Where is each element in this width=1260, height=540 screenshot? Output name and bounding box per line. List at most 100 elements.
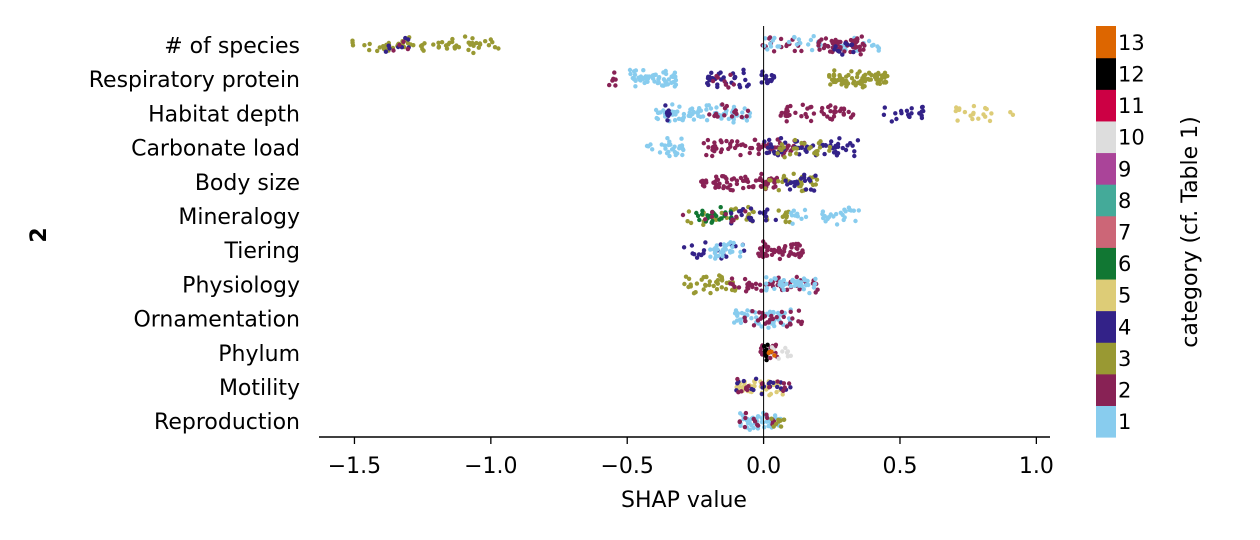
data-point [823,36,829,41]
data-point [704,118,710,123]
data-point [788,284,794,289]
data-point [840,52,845,57]
data-point [764,412,769,417]
data-point [723,212,728,217]
data-point [741,67,746,73]
data-point [753,281,759,286]
data-point [663,146,668,151]
data-point [745,108,751,114]
data-point [849,76,855,81]
data-point [661,108,666,113]
data-point [737,254,743,259]
data-point [691,117,697,122]
data-point [452,44,457,50]
data-point [820,105,825,111]
data-point [496,46,501,51]
data-point [696,113,701,119]
data-point [827,74,832,79]
data-point [787,152,793,157]
data-point [679,143,685,148]
data-point [706,103,712,108]
data-point [803,214,809,220]
data-point [738,249,743,255]
data-point [838,210,843,215]
data-point [486,43,492,48]
data-point [693,290,698,295]
data-point [807,290,812,296]
data-point [672,144,677,149]
data-point [391,48,396,53]
data-point [875,73,880,78]
data-point [784,119,789,124]
data-point [828,109,833,114]
colorbar-segment [1096,342,1116,375]
data-point [811,111,817,116]
data-point [732,320,737,325]
colorbar-tick-label: 5 [1118,284,1131,308]
colorbar-segment [1096,26,1116,59]
data-point [798,281,803,286]
data-point [650,147,655,152]
panel-label: 2 [27,227,52,242]
x-tick-label: −1.5 [328,454,381,479]
data-point [751,209,756,215]
data-point [845,81,851,86]
data-point [739,310,745,316]
colorbar-segment [1096,310,1116,343]
x-tick-label: −0.5 [601,454,654,479]
data-point [831,114,837,119]
data-point [803,187,809,192]
data-point [700,114,706,119]
data-point [907,114,912,120]
data-point [738,423,743,428]
feature-label: Reproduction [154,410,300,435]
data-point [857,48,863,53]
data-point [735,139,740,144]
colorbar-segment [1096,278,1116,312]
data-point [764,281,769,286]
data-point [745,421,751,426]
data-point [679,136,684,141]
data-point [704,152,709,158]
data-point [793,146,798,151]
x-tick-label: 1.0 [1019,454,1054,479]
data-point [754,286,759,291]
feature-label: Habitat depth [148,102,300,127]
data-point [831,72,837,77]
colorbar-segment [1096,57,1116,90]
feature-label: Body size [195,171,300,196]
data-point [731,218,736,223]
data-point [758,349,763,355]
data-point [367,41,372,47]
data-point [470,40,475,46]
data-point [675,151,680,156]
data-point [745,282,750,287]
x-axis-title: SHAP value [621,488,747,513]
data-point [710,147,715,152]
data-point [642,80,647,86]
data-point [733,74,738,80]
data-point [866,38,872,44]
data-point [752,137,758,143]
data-point [367,47,372,53]
data-point [786,39,792,45]
data-point [767,385,772,390]
data-point [743,410,749,416]
data-point [763,251,768,256]
data-point [762,139,767,144]
data-point [633,84,638,89]
data-point [719,77,724,82]
data-point [669,80,674,86]
data-point [763,76,769,82]
data-point [783,244,788,249]
data-point [490,40,495,45]
data-point [759,72,764,78]
data-point [654,115,659,121]
data-point [708,254,713,259]
data-point [764,285,769,291]
data-point [713,256,718,261]
data-point [476,45,481,50]
data-point [627,67,633,73]
data-point [774,389,779,395]
data-point [768,355,773,361]
